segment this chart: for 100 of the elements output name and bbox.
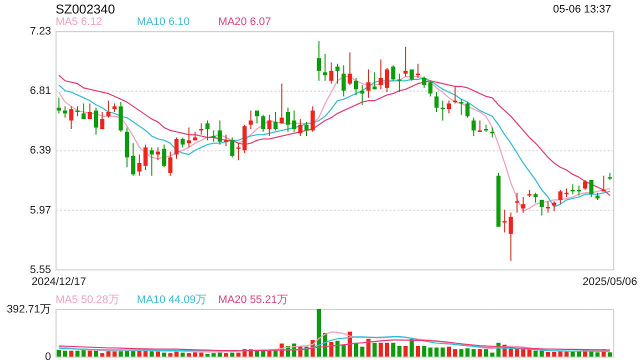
x-tick-label: 2025/05/06 bbox=[582, 276, 638, 288]
candlestick bbox=[348, 52, 352, 86]
candlestick bbox=[218, 120, 222, 146]
bar bbox=[100, 353, 104, 357]
candlestick bbox=[310, 106, 315, 132]
bar bbox=[378, 342, 383, 357]
bar bbox=[112, 351, 117, 357]
bar bbox=[180, 352, 185, 357]
candlestick bbox=[422, 76, 426, 88]
text: MA5 6.12 bbox=[56, 16, 102, 28]
candlestick bbox=[335, 63, 340, 84]
bar bbox=[236, 352, 240, 357]
candlestick bbox=[534, 192, 538, 204]
bar bbox=[88, 350, 92, 357]
bar bbox=[546, 352, 550, 357]
bar bbox=[478, 349, 482, 357]
candlestick bbox=[378, 59, 383, 90]
bar bbox=[422, 346, 426, 357]
text: MA10 6.10 bbox=[136, 16, 190, 28]
candlestick bbox=[416, 63, 420, 78]
candlestick bbox=[180, 137, 185, 148]
candlestick bbox=[56, 97, 61, 114]
bar bbox=[230, 352, 234, 357]
bar bbox=[218, 352, 222, 357]
candlestick bbox=[384, 68, 390, 93]
candlestick bbox=[199, 122, 204, 136]
candlestick bbox=[168, 151, 172, 176]
bar bbox=[589, 351, 594, 357]
candlestick bbox=[372, 72, 377, 90]
candlestick bbox=[230, 137, 234, 158]
y-tick-label: 5.97 bbox=[30, 204, 52, 216]
bar bbox=[404, 346, 408, 357]
candlestick bbox=[82, 102, 86, 120]
chart-title: SZ002340 bbox=[56, 1, 115, 16]
text: MA20 6.07 bbox=[218, 16, 272, 28]
candlestick bbox=[446, 100, 451, 114]
candlestick bbox=[465, 102, 470, 118]
candlestick bbox=[106, 100, 110, 118]
bar bbox=[186, 353, 191, 357]
candlestick bbox=[329, 62, 334, 84]
candlestick bbox=[143, 144, 148, 171]
candlestick bbox=[502, 209, 507, 233]
bar bbox=[490, 352, 494, 357]
bar bbox=[199, 352, 204, 357]
candlestick bbox=[236, 142, 240, 161]
y-tick-label: 6.81 bbox=[30, 85, 52, 98]
bar bbox=[224, 353, 228, 357]
candlestick bbox=[62, 106, 68, 118]
bar bbox=[261, 350, 266, 357]
candlestick bbox=[224, 134, 228, 146]
bar bbox=[465, 348, 470, 357]
bar bbox=[168, 353, 172, 357]
bar bbox=[82, 350, 86, 357]
candlestick bbox=[558, 189, 562, 205]
candlestick bbox=[131, 142, 136, 176]
text: 05-06 13:37 bbox=[553, 3, 612, 16]
bar bbox=[56, 350, 61, 357]
candlestick bbox=[459, 98, 464, 116]
candlestick bbox=[472, 117, 476, 137]
y-tick-label: 0 bbox=[45, 351, 52, 360]
bar bbox=[434, 348, 439, 357]
candlestick bbox=[508, 212, 513, 262]
y-tick-label: 7.23 bbox=[30, 26, 52, 38]
candlestick bbox=[88, 102, 92, 120]
y-tick-label: 5.55 bbox=[30, 264, 52, 276]
bar bbox=[329, 342, 334, 357]
bar bbox=[162, 352, 166, 357]
candlestick bbox=[150, 146, 154, 176]
bar bbox=[453, 349, 458, 357]
candlestick bbox=[342, 64, 346, 97]
candlestick bbox=[267, 114, 272, 137]
candlestick bbox=[248, 110, 253, 130]
candlestick bbox=[570, 184, 575, 195]
bar bbox=[372, 342, 377, 357]
x-tick-label: 2024/12/17 bbox=[32, 276, 86, 288]
candlestick bbox=[304, 121, 309, 137]
candlestick bbox=[589, 180, 594, 198]
candlestick bbox=[280, 83, 284, 124]
candlestick bbox=[156, 146, 160, 161]
candlestick bbox=[360, 84, 364, 106]
line-series bbox=[58, 339, 610, 352]
bar bbox=[397, 346, 402, 357]
candlestick bbox=[521, 196, 526, 214]
candlestick bbox=[100, 111, 104, 130]
candlestick bbox=[434, 92, 439, 112]
bar bbox=[342, 344, 346, 357]
candlestick bbox=[273, 111, 278, 131]
bar bbox=[360, 346, 364, 357]
candlestick bbox=[75, 106, 80, 117]
bar bbox=[416, 346, 420, 357]
bar bbox=[440, 348, 445, 357]
candlestick bbox=[453, 86, 458, 104]
candlestick bbox=[576, 185, 582, 196]
candlestick bbox=[298, 118, 302, 137]
bar bbox=[552, 352, 556, 357]
bar bbox=[570, 351, 575, 357]
candlestick bbox=[546, 200, 550, 214]
bar bbox=[446, 346, 451, 357]
bar bbox=[69, 350, 74, 357]
bar bbox=[534, 350, 538, 357]
